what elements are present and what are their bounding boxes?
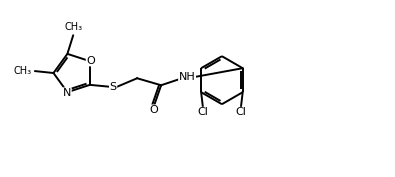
Text: NH: NH: [179, 72, 196, 82]
Text: O: O: [150, 105, 158, 115]
Text: Cl: Cl: [235, 107, 246, 117]
Text: CH₃: CH₃: [64, 22, 82, 32]
Text: O: O: [86, 56, 95, 66]
Text: Cl: Cl: [198, 107, 209, 117]
Text: CH₃: CH₃: [14, 66, 32, 76]
Text: S: S: [109, 82, 117, 92]
Text: N: N: [63, 88, 71, 98]
